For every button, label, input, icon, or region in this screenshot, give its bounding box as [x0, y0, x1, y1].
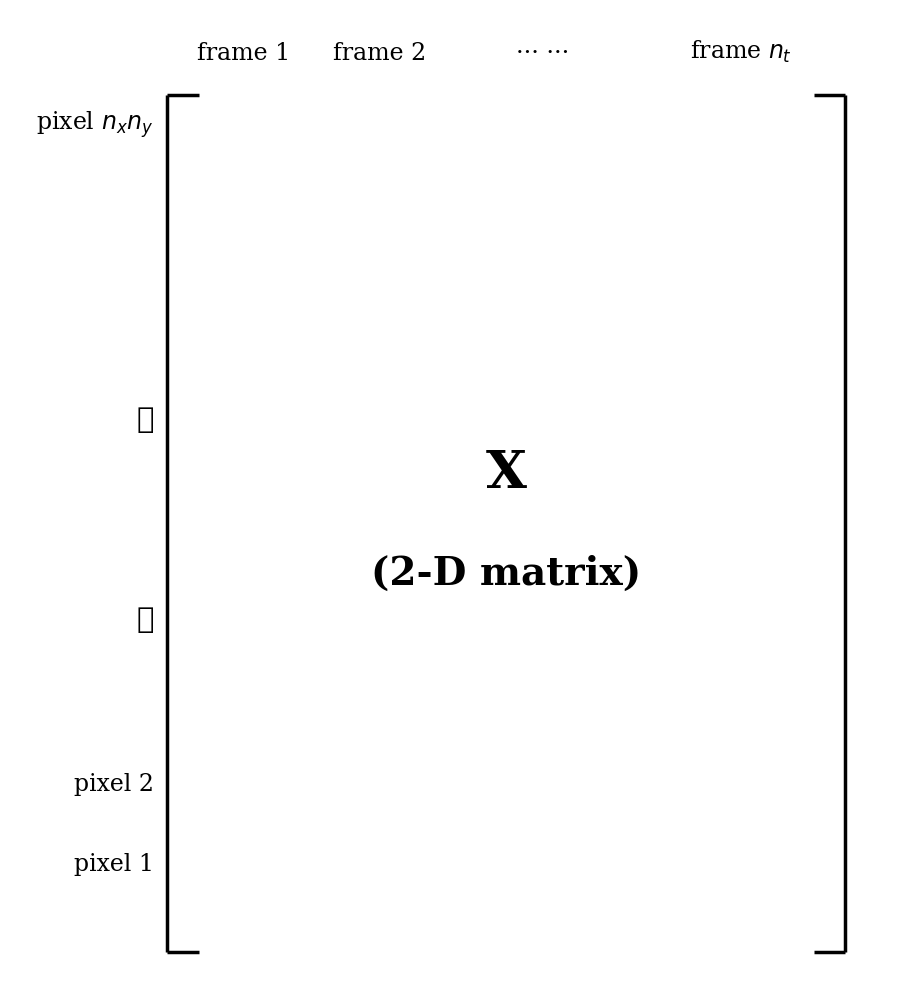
Text: X: X	[485, 448, 526, 499]
Text: ⋮: ⋮	[136, 606, 154, 634]
Text: frame 1: frame 1	[197, 42, 291, 65]
Text: ··· ···: ··· ···	[516, 42, 568, 65]
Text: frame 2: frame 2	[332, 42, 426, 65]
Text: pixel 2: pixel 2	[74, 774, 154, 796]
Text: frame $n_t$: frame $n_t$	[690, 39, 791, 65]
Text: pixel $n_xn_y$: pixel $n_xn_y$	[36, 110, 154, 140]
Text: (2-D matrix): (2-D matrix)	[371, 554, 640, 592]
Text: ⋮: ⋮	[136, 406, 154, 434]
Text: pixel 1: pixel 1	[74, 854, 154, 876]
